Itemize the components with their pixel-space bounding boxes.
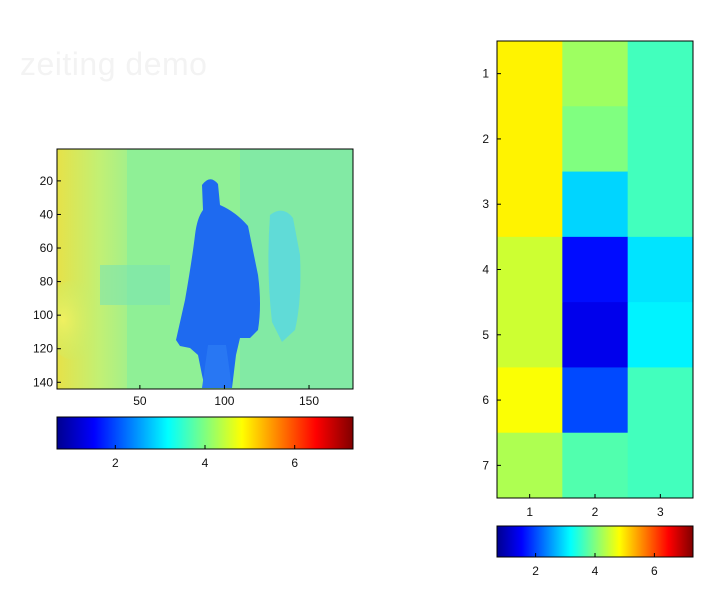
depth-colorbar-tick-label: 6 [291, 456, 298, 470]
heatmap-cell [627, 106, 694, 173]
heatmap-cell [497, 106, 563, 173]
heatmap-cell [497, 302, 563, 368]
grid-heatmap-chart: 1 2 3 4 5 6 7 1 2 3 2 4 6 [482, 40, 694, 578]
heatmap-cell [627, 432, 694, 499]
heatmap-cell [497, 432, 563, 499]
heatmap-cell [497, 41, 563, 107]
heatmap-cell [497, 367, 563, 434]
depth-y-tick-label: 20 [40, 174, 54, 188]
heatmap-cell [562, 41, 629, 107]
heatmap-cell [562, 171, 629, 238]
grid-x-tick-label: 2 [592, 505, 599, 519]
grid-x-tick-label: 3 [657, 505, 664, 519]
heatmap-cell [562, 236, 629, 303]
grid-y-tick-label: 5 [482, 328, 489, 342]
heatmap-cell [562, 302, 629, 368]
depth-heatmap-chart: 20 40 60 80 100 120 140 50 100 150 2 4 6 [33, 148, 354, 470]
depth-colorbar-tick-label: 4 [202, 456, 209, 470]
grid-y-tick-label: 2 [482, 132, 489, 146]
depth-y-tick-label: 100 [33, 308, 53, 322]
depth-y-tick-label: 120 [33, 342, 53, 356]
grid-y-tick-label: 6 [482, 393, 489, 407]
heatmap-cell [627, 236, 694, 303]
heatmap-cell [627, 41, 694, 107]
depth-colorbar-ticks: 2 4 6 [112, 445, 298, 470]
grid-colorbar-tick-label: 2 [532, 564, 539, 578]
heatmap-cell [562, 367, 629, 434]
heatmap-cell [497, 171, 563, 238]
depth-y-tick-label: 40 [40, 207, 54, 221]
depth-x-tick-label: 150 [299, 394, 319, 408]
grid-x-tick-label: 1 [526, 505, 533, 519]
heatmap-cell [627, 367, 694, 434]
heatmap-cell [562, 432, 629, 499]
grid-colorbar-tick-label: 4 [592, 564, 599, 578]
heatmap-cell [627, 302, 694, 368]
grid-y-tick-label: 7 [482, 458, 489, 472]
window-title: zeiting demo [20, 46, 208, 82]
depth-colorbar-tick-label: 2 [112, 456, 119, 470]
grid-y-tick-label: 3 [482, 197, 489, 211]
grid-y-axis: 1 2 3 4 5 6 7 [482, 67, 501, 472]
grid-x-axis: 1 2 3 [526, 494, 664, 519]
depth-image [57, 149, 353, 389]
grid-cells [497, 41, 694, 499]
grid-colorbar-tick-label: 6 [651, 564, 658, 578]
heatmap-cell [562, 106, 629, 173]
heatmap-cell [497, 236, 563, 303]
depth-y-tick-label: 80 [40, 275, 54, 289]
depth-axes-frame [56, 148, 354, 390]
grid-y-tick-label: 1 [482, 67, 489, 81]
heatmap-cell [627, 171, 694, 238]
depth-y-tick-label: 60 [40, 241, 54, 255]
grid-y-tick-label: 4 [482, 263, 489, 277]
depth-colorbar [56, 416, 354, 450]
depth-x-tick-label: 50 [133, 394, 147, 408]
grid-colorbar-ticks: 2 4 6 [532, 553, 658, 578]
depth-y-tick-label: 140 [33, 375, 53, 389]
depth-x-tick-label: 100 [214, 394, 234, 408]
depth-x-axis: 50 100 150 [133, 385, 319, 408]
grid-colorbar [496, 525, 694, 558]
depth-y-axis: 20 40 60 80 100 120 140 [33, 174, 61, 389]
